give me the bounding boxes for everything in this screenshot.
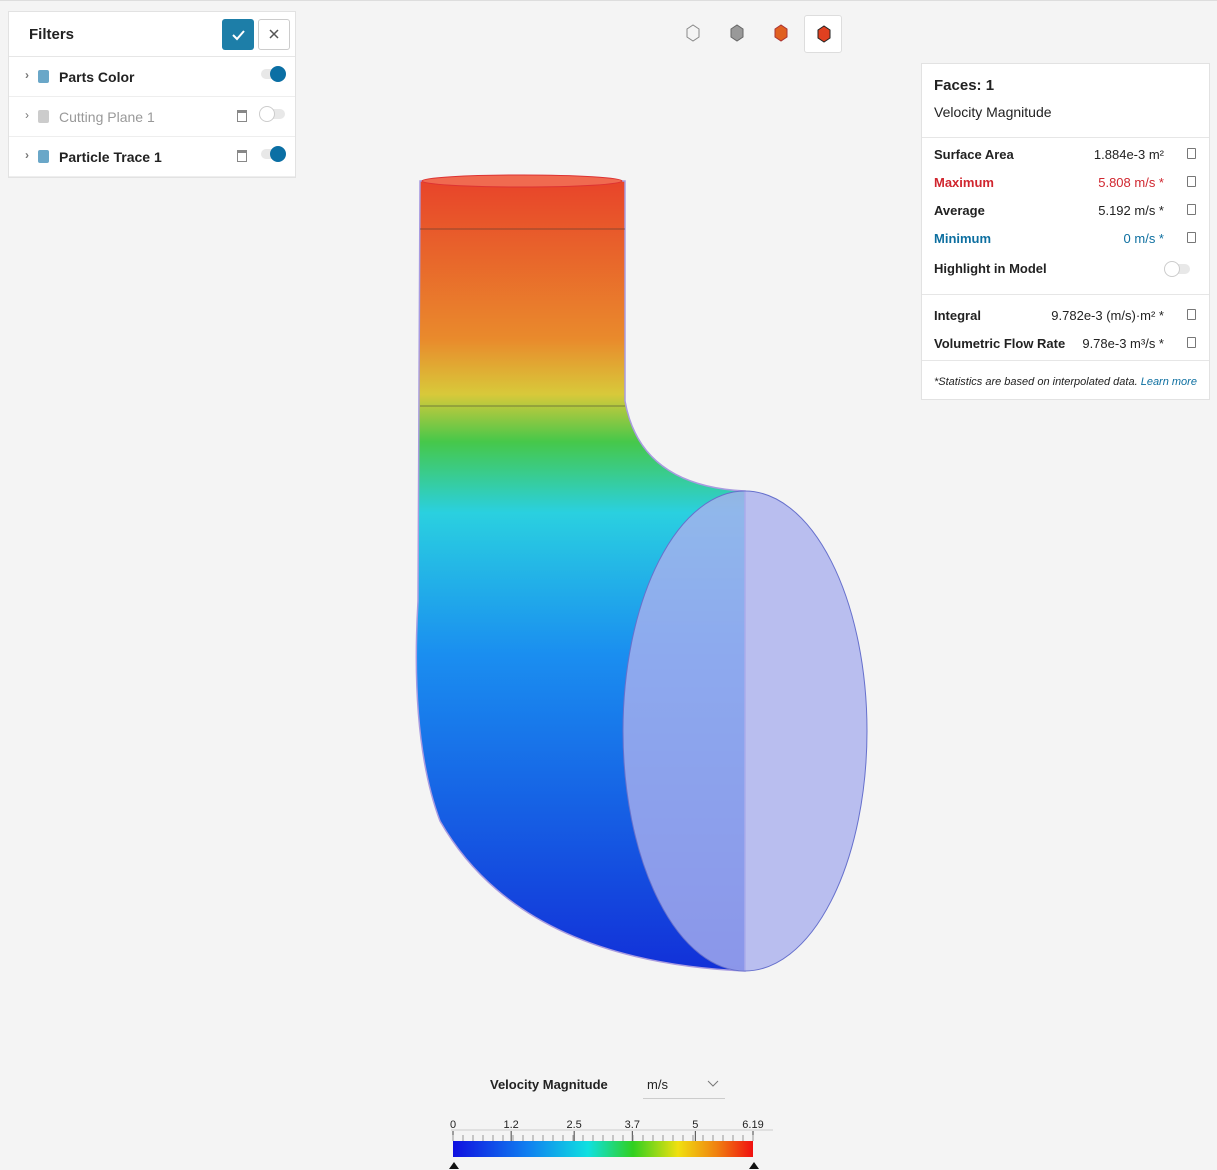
separator <box>922 137 1209 138</box>
separator <box>922 360 1209 361</box>
highlight-label: Highlight in Model <box>934 261 1047 276</box>
filter-toggle[interactable] <box>261 146 286 162</box>
stat-label: Maximum <box>934 175 994 190</box>
stat-row: Volumetric Flow Rate 9.78e-3 m³/s * <box>934 336 1200 356</box>
stat-value: 5.192 m/s * <box>1098 203 1164 218</box>
view-toolbar <box>672 15 844 53</box>
expand-chevron[interactable]: › <box>25 108 29 122</box>
stats-title: Faces: 1 <box>934 77 995 94</box>
learn-more-link[interactable]: Learn more <box>1140 376 1197 388</box>
stat-row: Maximum 5.808 m/s * <box>934 175 1200 195</box>
expand-chevron[interactable]: › <box>25 68 29 82</box>
filter-icon <box>38 150 49 163</box>
separator <box>922 294 1209 295</box>
stat-value: 5.808 m/s * <box>1098 175 1164 190</box>
scale-tick-label: 6.19 <box>742 1119 763 1131</box>
delete-button[interactable] <box>237 150 247 162</box>
delete-button[interactable] <box>237 110 247 122</box>
copy-button[interactable] <box>1187 176 1196 187</box>
copy-button[interactable] <box>1187 337 1196 348</box>
scale-tick-label: 0 <box>450 1119 456 1131</box>
copy-button[interactable] <box>1187 148 1196 159</box>
unit-label: m/s <box>647 1077 668 1092</box>
stat-row: Integral 9.782e-3 (m/s)·m² * <box>934 308 1200 328</box>
copy-button[interactable] <box>1187 204 1196 215</box>
filter-toggle[interactable] <box>261 66 286 82</box>
scale-tick-label: 1.2 <box>504 1119 519 1131</box>
filter-row: › Cutting Plane 1 <box>9 97 295 137</box>
stats-subtitle: Velocity Magnitude <box>934 104 1052 120</box>
stat-label: Integral <box>934 308 981 323</box>
outlet <box>622 490 868 972</box>
view-solid[interactable] <box>718 15 756 53</box>
filters-title: Filters <box>29 26 75 43</box>
stat-value: 0 m/s * <box>1123 231 1164 246</box>
scale-tick-label: 3.7 <box>625 1119 640 1131</box>
filter-row: › Parts Color <box>9 57 295 97</box>
view-colored[interactable] <box>762 15 800 53</box>
inlet <box>421 174 623 188</box>
filter-list: › Parts Color › Cutting Plane 1 › Particle Tr… <box>9 57 295 177</box>
view-wireframe[interactable] <box>674 15 712 53</box>
stat-row: Surface Area 1.884e-3 m² <box>934 147 1200 167</box>
stat-label: Minimum <box>934 231 992 246</box>
copy-button[interactable] <box>1187 309 1196 320</box>
scale-tick-label: 5 <box>692 1119 698 1131</box>
filter-label: Cutting Plane 1 <box>59 109 155 125</box>
stat-label: Average <box>934 203 985 218</box>
cancel-button[interactable] <box>258 19 290 50</box>
stat-value: 9.78e-3 m³/s * <box>1082 336 1164 351</box>
note-text: *Statistics are based on interpolated da… <box>934 376 1138 388</box>
legend-title: Velocity Magnitude <box>490 1077 608 1092</box>
stats-note: *Statistics are based on interpolated da… <box>934 376 1197 388</box>
filter-label: Particle Trace 1 <box>59 149 162 165</box>
view-colored-edges[interactable] <box>804 15 842 53</box>
stat-row: Average 5.192 m/s * <box>934 203 1200 223</box>
stat-value: 9.782e-3 (m/s)·m² * <box>1051 308 1164 323</box>
stat-label: Surface Area <box>934 147 1014 162</box>
stats-panel: Faces: 1 Velocity Magnitude Highlight in… <box>921 63 1210 400</box>
filters-panel: Filters › Parts Color › Cutting Plane 1 › Par… <box>8 11 296 178</box>
filter-row: › Particle Trace 1 <box>9 137 295 177</box>
filter-icon <box>38 110 49 123</box>
unit-dropdown[interactable]: m/s <box>643 1069 725 1099</box>
color-bar <box>453 1141 753 1157</box>
filter-toggle[interactable] <box>259 106 285 122</box>
apply-button[interactable] <box>222 19 254 50</box>
stat-label: Volumetric Flow Rate <box>934 336 1066 351</box>
scale-tick-label: 2.5 <box>567 1119 582 1131</box>
expand-chevron[interactable]: › <box>25 148 29 162</box>
stat-row: Minimum 0 m/s * <box>934 231 1200 251</box>
filter-label: Parts Color <box>59 69 135 85</box>
filters-header: Filters <box>9 12 295 57</box>
stat-value: 1.884e-3 m² <box>1093 147 1164 162</box>
filter-icon <box>38 70 49 83</box>
highlight-toggle[interactable] <box>1164 261 1190 277</box>
copy-button[interactable] <box>1187 232 1196 243</box>
highlight-row: Highlight in Model <box>934 261 1200 281</box>
